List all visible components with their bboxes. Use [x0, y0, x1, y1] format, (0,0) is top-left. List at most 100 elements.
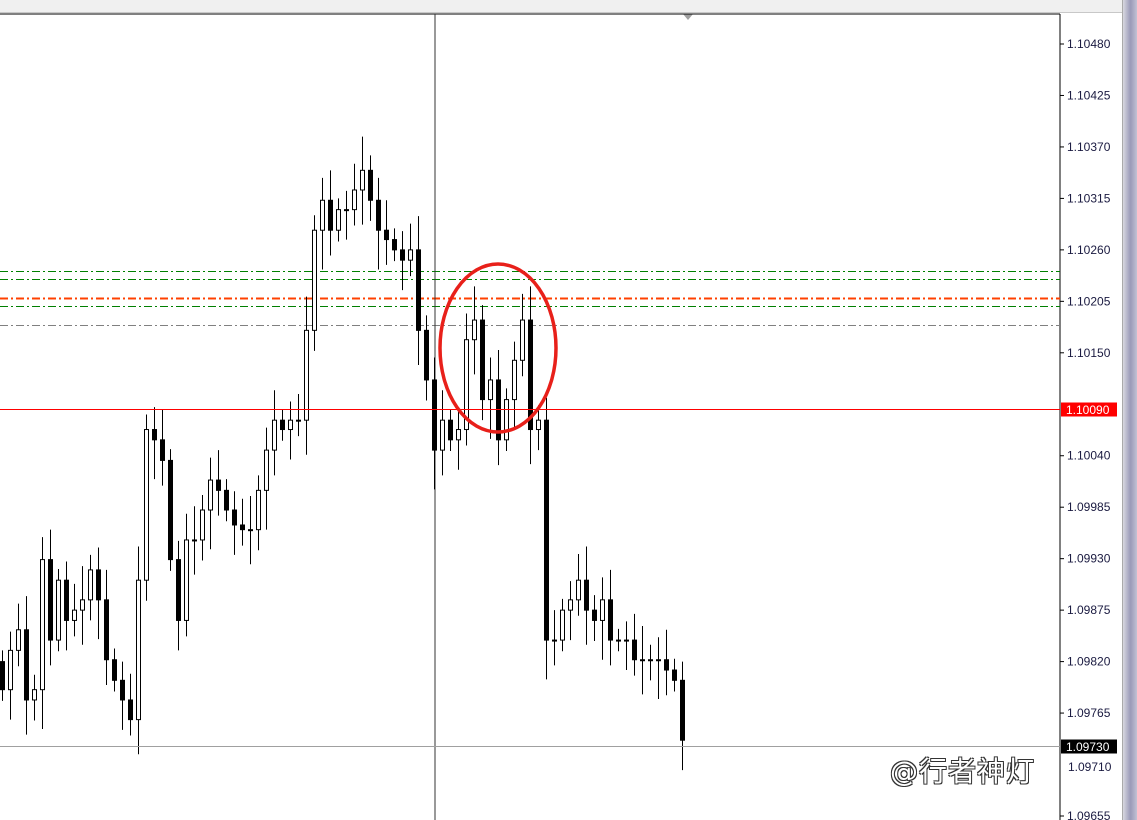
candle-body — [128, 699, 133, 721]
shift-marker-icon[interactable] — [683, 14, 693, 20]
chart-top-bar — [0, 0, 1137, 13]
y-tick-label: 1.09655 — [1067, 809, 1111, 820]
candle — [8, 631, 13, 720]
candle — [520, 293, 525, 377]
price-label-box — [1061, 739, 1117, 754]
candle — [152, 407, 157, 480]
candle-body — [336, 209, 341, 231]
candle — [128, 673, 133, 736]
candle-body — [528, 319, 533, 431]
candle-body — [536, 419, 541, 431]
candle — [512, 341, 517, 430]
candle — [472, 286, 477, 375]
candle — [672, 658, 677, 692]
candle — [544, 397, 549, 680]
candle — [224, 479, 229, 522]
candle-body — [144, 429, 149, 581]
y-tick-label: 1.09985 — [1067, 500, 1111, 514]
candle — [160, 409, 165, 486]
candle-body — [376, 199, 381, 231]
candle — [56, 568, 61, 652]
candle — [624, 621, 629, 671]
candle — [664, 629, 669, 696]
candle-body — [48, 559, 53, 641]
candle-body — [312, 229, 317, 331]
candle — [592, 595, 597, 642]
candle-body — [192, 539, 197, 542]
candle — [96, 547, 101, 640]
candle — [416, 216, 421, 365]
candle — [40, 537, 45, 729]
candle-body — [424, 329, 429, 381]
price-label-box — [1061, 402, 1117, 417]
candle — [176, 540, 181, 651]
candle — [312, 215, 317, 351]
candle-body — [368, 169, 373, 201]
candle — [304, 296, 309, 455]
candle-body — [344, 209, 349, 212]
candle — [120, 661, 125, 730]
candle — [336, 198, 341, 242]
candle-body — [352, 189, 357, 211]
candle-body — [136, 579, 141, 721]
candle-body — [672, 669, 677, 681]
candle — [360, 136, 365, 225]
candle-body — [440, 419, 445, 451]
candle-body — [64, 579, 69, 621]
candle-body — [392, 239, 397, 251]
y-tick-label: 1.10205 — [1067, 294, 1111, 308]
candle-body — [240, 524, 245, 531]
candle — [32, 674, 37, 721]
candle-body — [664, 659, 669, 671]
candle-body — [272, 419, 277, 451]
candle-body — [328, 199, 333, 231]
candle — [136, 546, 141, 755]
candle-body — [568, 599, 573, 611]
candle-body — [648, 659, 653, 662]
candle — [456, 410, 461, 470]
candle — [448, 408, 453, 452]
candle-body — [624, 639, 629, 642]
price-lines: 1.10090 1.09730 — [0, 402, 1117, 754]
vertical-scrollbar[interactable] — [1122, 0, 1137, 820]
overlap-price-label: 1.09710 — [1068, 760, 1112, 774]
candle-body — [480, 319, 485, 401]
y-tick-label: 1.09930 — [1067, 552, 1111, 566]
price-line-label: 1.10090 — [1066, 403, 1110, 417]
y-tick-label: 1.10480 — [1067, 37, 1111, 51]
candle — [496, 349, 501, 466]
candle — [576, 553, 581, 616]
candle-body — [592, 609, 597, 621]
candle — [104, 569, 109, 685]
candle-body — [152, 429, 157, 441]
candle-body — [600, 599, 605, 621]
candle — [432, 357, 437, 490]
candle — [208, 457, 213, 550]
candle-body — [576, 579, 581, 601]
candle — [424, 315, 429, 401]
watermark: @行者神灯 — [890, 755, 1036, 788]
candle — [616, 628, 621, 652]
candle-body — [248, 529, 253, 532]
candles — [0, 136, 685, 771]
price-axis: 1.10480 1.10425 1.10370 1.10315 1.10260 1.102… — [1060, 37, 1111, 820]
candle-body — [72, 609, 77, 621]
y-tick-label: 1.09875 — [1067, 603, 1111, 617]
candle-body — [56, 579, 61, 641]
candle — [680, 661, 685, 771]
y-tick-label: 1.10315 — [1067, 191, 1111, 205]
candle — [384, 200, 389, 265]
candle — [480, 305, 485, 421]
candle-body — [472, 319, 477, 341]
candle — [320, 177, 325, 270]
candle-body — [40, 559, 45, 691]
candle-body — [216, 479, 221, 491]
candle-body — [320, 199, 325, 231]
candle-body — [16, 629, 21, 651]
candle — [560, 598, 565, 652]
candle — [608, 569, 613, 666]
candle-body — [552, 639, 557, 642]
candle-body — [168, 459, 173, 561]
candle — [488, 357, 493, 439]
